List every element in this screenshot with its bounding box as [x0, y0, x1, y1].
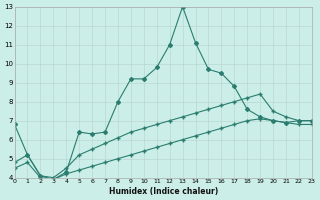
X-axis label: Humidex (Indice chaleur): Humidex (Indice chaleur): [108, 187, 218, 196]
